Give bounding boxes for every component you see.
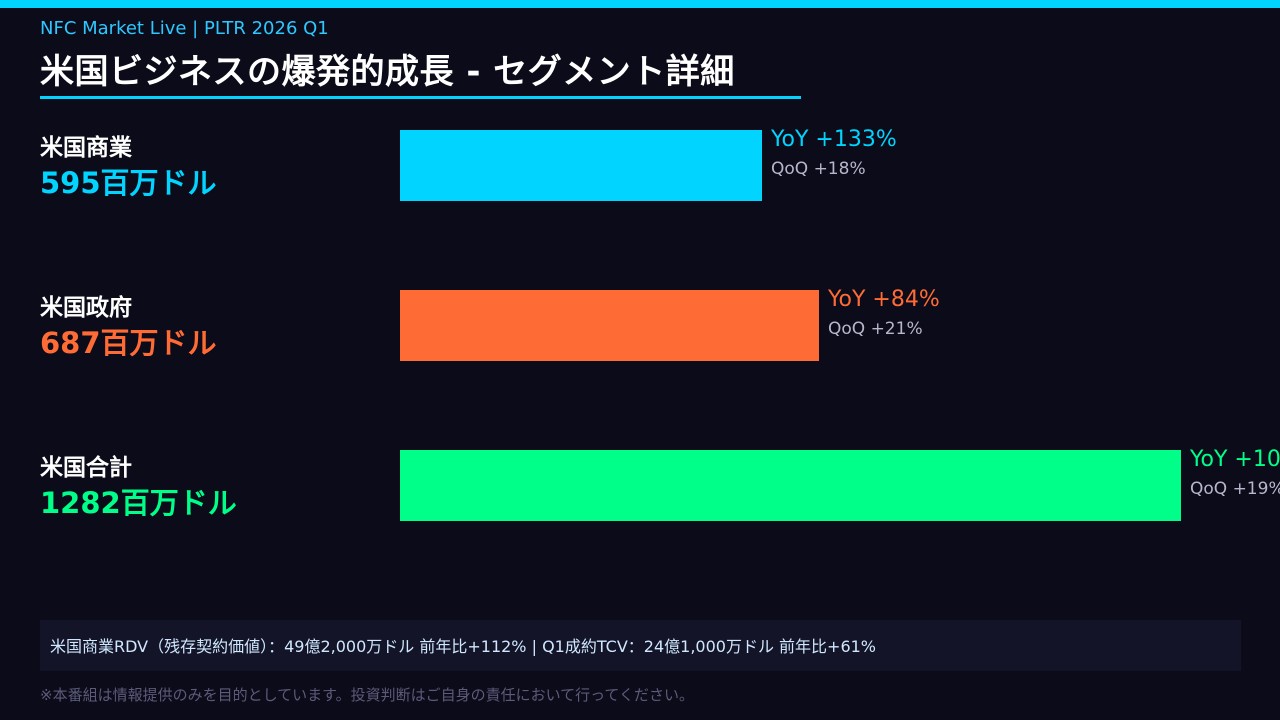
yoy-label-commercial: YoY +133% <box>771 127 897 152</box>
qoq-label-total: QoQ +19% <box>1190 479 1280 499</box>
segment-label-total: 米国合計 <box>40 455 132 481</box>
title-underline <box>40 96 801 99</box>
segment-label-commercial: 米国商業 <box>40 135 132 161</box>
program-tag: NFC Market Live | PLTR 2026 Q1 <box>40 18 329 39</box>
disclaimer: ※本番組は情報提供のみを目的としています。投資判断はご自身の責任において行ってく… <box>40 686 694 704</box>
bar-government <box>400 290 819 361</box>
info-text: 米国商業RDV（残存契約価値）：49億2,000万ドル 前年比+112% | Q… <box>50 637 877 656</box>
yoy-label-total: YoY +10 <box>1190 447 1280 472</box>
bar-total <box>400 450 1181 521</box>
yoy-label-government: YoY +84% <box>828 287 940 312</box>
segment-label-government: 米国政府 <box>40 295 132 321</box>
info-box: 米国商業RDV（残存契約価値）：49億2,000万ドル 前年比+112% | Q… <box>40 620 1241 671</box>
page-title: 米国ビジネスの爆発的成長 - セグメント詳細 <box>40 52 735 92</box>
top-accent-stripe <box>0 0 1280 8</box>
segment-value-government: 687百万ドル <box>40 326 217 360</box>
segment-value-commercial: 595百万ドル <box>40 166 217 200</box>
qoq-label-government: QoQ +21% <box>828 319 923 339</box>
segment-value-total: 1282百万ドル <box>40 486 237 520</box>
qoq-label-commercial: QoQ +18% <box>771 159 866 179</box>
bar-commercial <box>400 130 762 201</box>
